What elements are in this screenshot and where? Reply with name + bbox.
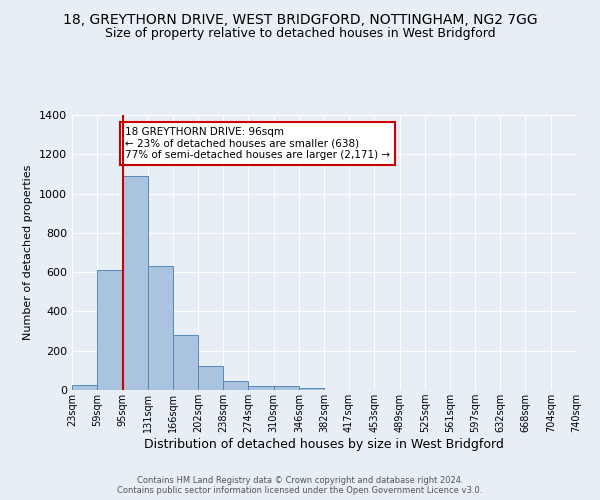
X-axis label: Distribution of detached houses by size in West Bridgford: Distribution of detached houses by size … (144, 438, 504, 451)
Bar (299, 388, 325, 390)
Bar (248, 386, 274, 390)
Text: Contains HM Land Registry data © Crown copyright and database right 2024.
Contai: Contains HM Land Registry data © Crown c… (118, 476, 482, 495)
Bar (198, 366, 223, 390)
Bar (223, 381, 248, 390)
Bar (72, 385, 97, 390)
Bar (97, 270, 122, 390)
Bar (122, 176, 148, 390)
Text: Size of property relative to detached houses in West Bridgford: Size of property relative to detached ho… (104, 28, 496, 40)
Bar (274, 386, 299, 390)
Bar (148, 266, 173, 390)
Bar (173, 335, 198, 390)
Y-axis label: Number of detached properties: Number of detached properties (23, 165, 34, 340)
Text: 18 GREYTHORN DRIVE: 96sqm
← 23% of detached houses are smaller (638)
77% of semi: 18 GREYTHORN DRIVE: 96sqm ← 23% of detac… (125, 127, 390, 160)
Text: 18, GREYTHORN DRIVE, WEST BRIDGFORD, NOTTINGHAM, NG2 7GG: 18, GREYTHORN DRIVE, WEST BRIDGFORD, NOT… (62, 12, 538, 26)
